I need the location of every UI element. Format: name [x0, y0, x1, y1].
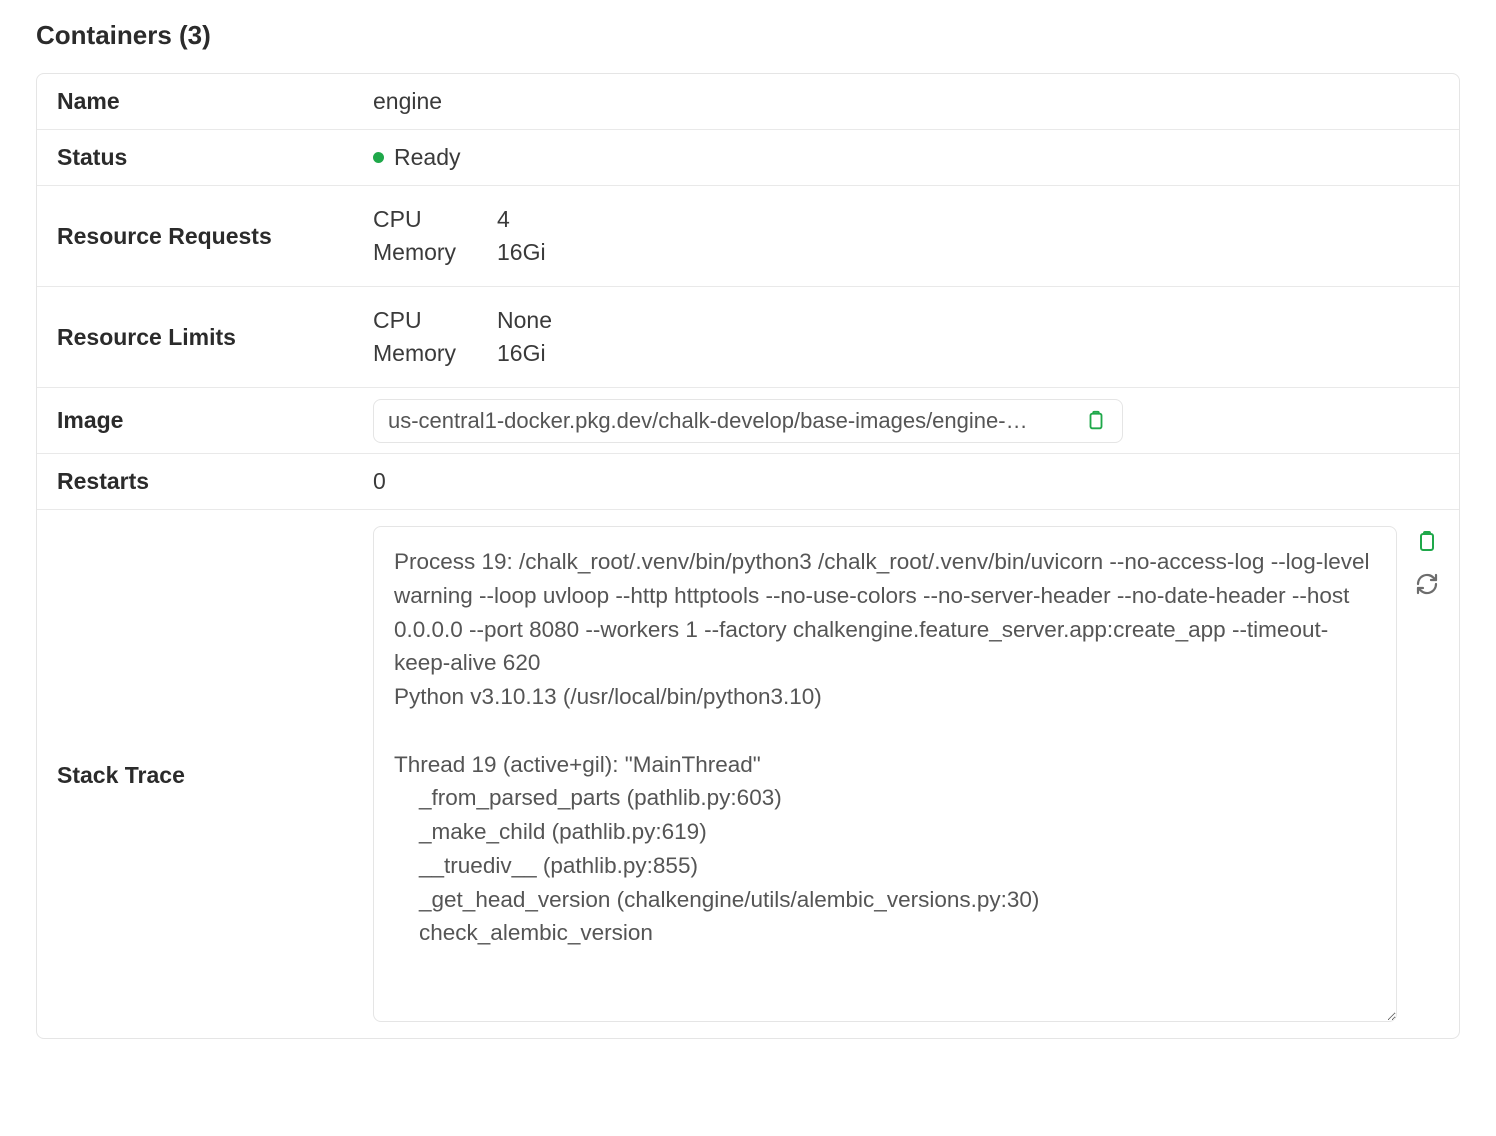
- label-restarts: Restarts: [57, 468, 373, 495]
- value-restarts: 0: [373, 468, 1439, 495]
- image-pill: us-central1-docker.pkg.dev/chalk-develop…: [373, 399, 1123, 443]
- limits-cpu-key: CPU: [373, 307, 497, 334]
- value-image: us-central1-docker.pkg.dev/chalk-develop…: [373, 399, 1439, 443]
- requests-memory-val: 16Gi: [497, 239, 546, 266]
- row-image: Image us-central1-docker.pkg.dev/chalk-d…: [37, 388, 1459, 454]
- copy-image-icon[interactable]: [1084, 409, 1108, 433]
- containers-heading: Containers (3): [36, 20, 1460, 51]
- label-status: Status: [57, 144, 373, 171]
- value-resource-limits: CPU None Memory 16Gi: [373, 303, 1439, 371]
- label-resource-requests: Resource Requests: [57, 223, 373, 250]
- value-name: engine: [373, 88, 1439, 115]
- stack-trace-textarea[interactable]: [373, 526, 1397, 1022]
- label-name: Name: [57, 88, 373, 115]
- requests-memory-key: Memory: [373, 239, 497, 266]
- label-stack-trace: Stack Trace: [57, 526, 373, 789]
- status-text: Ready: [394, 144, 460, 171]
- row-stack-trace: Stack Trace: [37, 510, 1459, 1038]
- limits-memory-val: 16Gi: [497, 340, 552, 367]
- row-restarts: Restarts 0: [37, 454, 1459, 510]
- value-status: Ready: [373, 144, 1439, 171]
- limits-memory-key: Memory: [373, 340, 497, 367]
- label-resource-limits: Resource Limits: [57, 324, 373, 351]
- image-text: us-central1-docker.pkg.dev/chalk-develop…: [388, 408, 1072, 434]
- stack-trace-actions: [1415, 526, 1439, 1022]
- row-status: Status Ready: [37, 130, 1459, 186]
- copy-stack-icon[interactable]: [1415, 530, 1439, 554]
- requests-cpu-key: CPU: [373, 206, 497, 233]
- refresh-stack-icon[interactable]: [1415, 572, 1439, 596]
- limits-cpu-val: None: [497, 307, 552, 334]
- requests-cpu-val: 4: [497, 206, 546, 233]
- row-resource-requests: Resource Requests CPU 4 Memory 16Gi: [37, 186, 1459, 287]
- row-name: Name engine: [37, 74, 1459, 130]
- value-resource-requests: CPU 4 Memory 16Gi: [373, 202, 1439, 270]
- container-details-table: Name engine Status Ready Resource Reques…: [36, 73, 1460, 1039]
- row-resource-limits: Resource Limits CPU None Memory 16Gi: [37, 287, 1459, 388]
- label-image: Image: [57, 407, 373, 434]
- status-dot-icon: [373, 152, 384, 163]
